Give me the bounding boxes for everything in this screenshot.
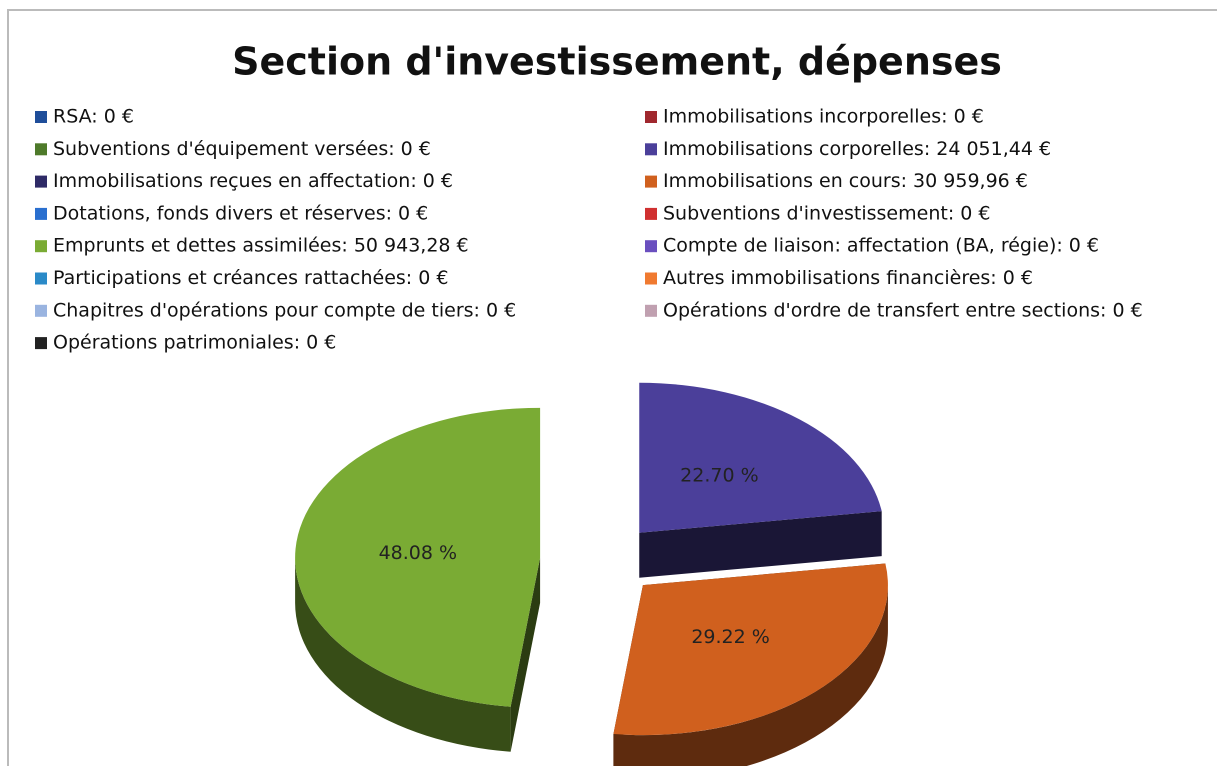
- legend-swatch: [35, 175, 47, 188]
- legend-swatch: [645, 272, 657, 285]
- legend-label: Immobilisations incorporelles: 0 €: [663, 106, 984, 128]
- legend-label: Immobilisations reçues en affectation: 0…: [53, 170, 453, 192]
- slice-side: [613, 585, 888, 766]
- legend-swatch: [35, 337, 47, 350]
- legend-label: Dotations, fonds divers et réserves: 0 €: [53, 202, 428, 224]
- pie-slice: [613, 563, 888, 736]
- legend-label: Emprunts et dettes assimilées: 50 943,28…: [53, 235, 469, 257]
- legend-label: Immobilisations corporelles: 24 051,44 €: [663, 138, 1051, 160]
- pie-tops: 22.70 % 29.22 % 48.08 %: [295, 382, 888, 736]
- legend-swatch: [645, 240, 657, 253]
- legend-swatch: [645, 175, 657, 188]
- slice-side: [295, 557, 511, 752]
- legend-label: RSA: 0 €: [53, 106, 134, 128]
- legend-label: Opérations patrimoniales: 0 €: [53, 332, 336, 354]
- slice-label: 22.70 %: [680, 465, 759, 487]
- slice-label: 29.22 %: [691, 626, 770, 648]
- slice-label: 48.08 %: [379, 542, 458, 564]
- slice-wall: [639, 511, 882, 578]
- pie-slice: [295, 407, 541, 707]
- legend-label: Compte de liaison: affectation (BA, régi…: [663, 235, 1099, 257]
- chart-frame: [7, 9, 1217, 766]
- legend-swatch: [35, 304, 47, 317]
- legend-swatch: [645, 143, 657, 156]
- legend-label: Subventions d'investissement: 0 €: [663, 202, 990, 224]
- legend-swatch: [35, 207, 47, 220]
- chart-title: Section d'investissement, dépenses: [232, 40, 1002, 84]
- legend-swatch: [645, 207, 657, 220]
- legend-label: Autres immobilisations financières: 0 €: [663, 267, 1033, 289]
- legend-label: Immobilisations en cours: 30 959,96 €: [663, 170, 1028, 192]
- legend-swatch: [645, 111, 657, 123]
- legend-swatch: [35, 143, 47, 156]
- legend-label: Participations et créances rattachées: 0…: [53, 267, 448, 289]
- legend-swatch: [35, 272, 47, 285]
- pie-slice: [639, 382, 882, 533]
- legend-swatch: [35, 240, 47, 253]
- legend-label: Subventions d'équipement versées: 0 €: [53, 138, 431, 160]
- legend-label: Chapitres d'opérations pour compte de ti…: [53, 299, 516, 321]
- legend-swatch: [35, 111, 47, 123]
- legend-swatch: [645, 304, 657, 317]
- legend-label: Opérations d'ordre de transfert entre se…: [663, 299, 1143, 321]
- slice-wall: [510, 557, 541, 752]
